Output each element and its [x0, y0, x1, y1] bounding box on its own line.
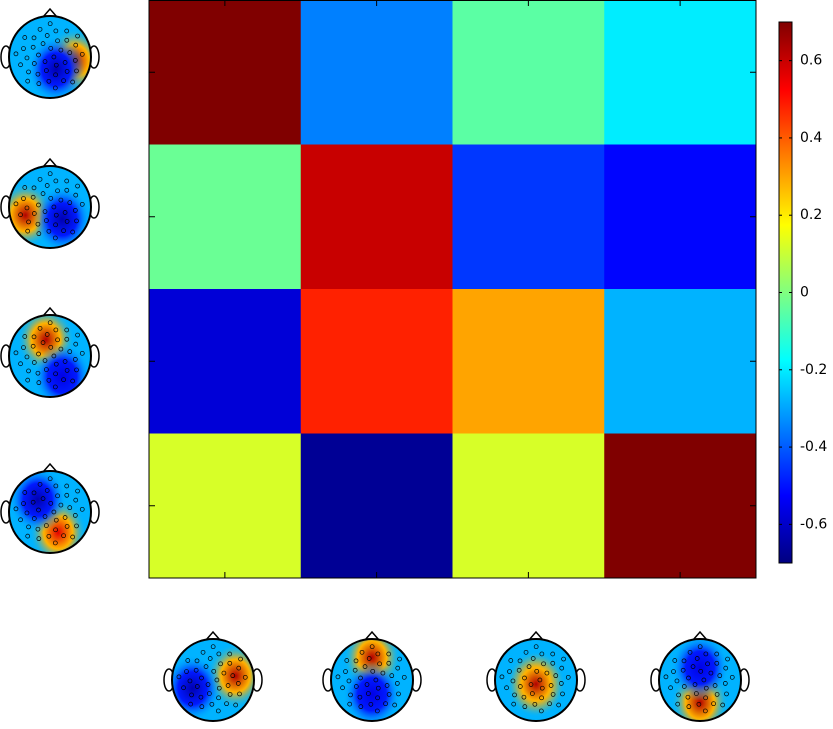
colorbar-tick-label: -0.6	[800, 516, 827, 532]
colorbar-tick-label: 0.4	[800, 130, 822, 146]
colorbar-tick-label: 0.6	[800, 53, 822, 69]
topoplot	[322, 630, 422, 722]
heatmap-cell	[300, 289, 453, 434]
heatmap-cell	[149, 144, 302, 290]
heatmap-cell	[604, 289, 757, 434]
heatmap-cell	[452, 0, 605, 145]
colorbar-tick-label: 0.2	[800, 207, 822, 223]
topoplot	[0, 157, 100, 249]
heatmap-cell	[300, 144, 453, 290]
topoplot	[0, 462, 100, 554]
heatmap-cell	[149, 0, 302, 145]
heatmap-cell	[604, 144, 757, 290]
heatmap-cell	[604, 0, 757, 145]
topoplot	[0, 7, 100, 99]
heatmap-cell	[300, 433, 453, 579]
heatmap-cell	[452, 144, 605, 290]
heatmap-cell	[604, 433, 757, 579]
topoplot	[486, 630, 586, 722]
colorbar-tick-label: -0.2	[800, 362, 827, 378]
topoplot	[650, 630, 750, 722]
topoplot	[0, 306, 100, 398]
colorbar-tick-label: 0	[800, 285, 809, 301]
heatmap-cell	[452, 289, 605, 434]
heatmap-cell	[149, 433, 302, 579]
heatmap-cell	[149, 289, 302, 434]
plot-frame	[148, 0, 757, 579]
topoplot	[163, 630, 263, 722]
colorbar-tick-label: -0.4	[800, 439, 827, 455]
heatmap-cell	[300, 0, 453, 145]
heatmap-cell	[452, 433, 605, 579]
